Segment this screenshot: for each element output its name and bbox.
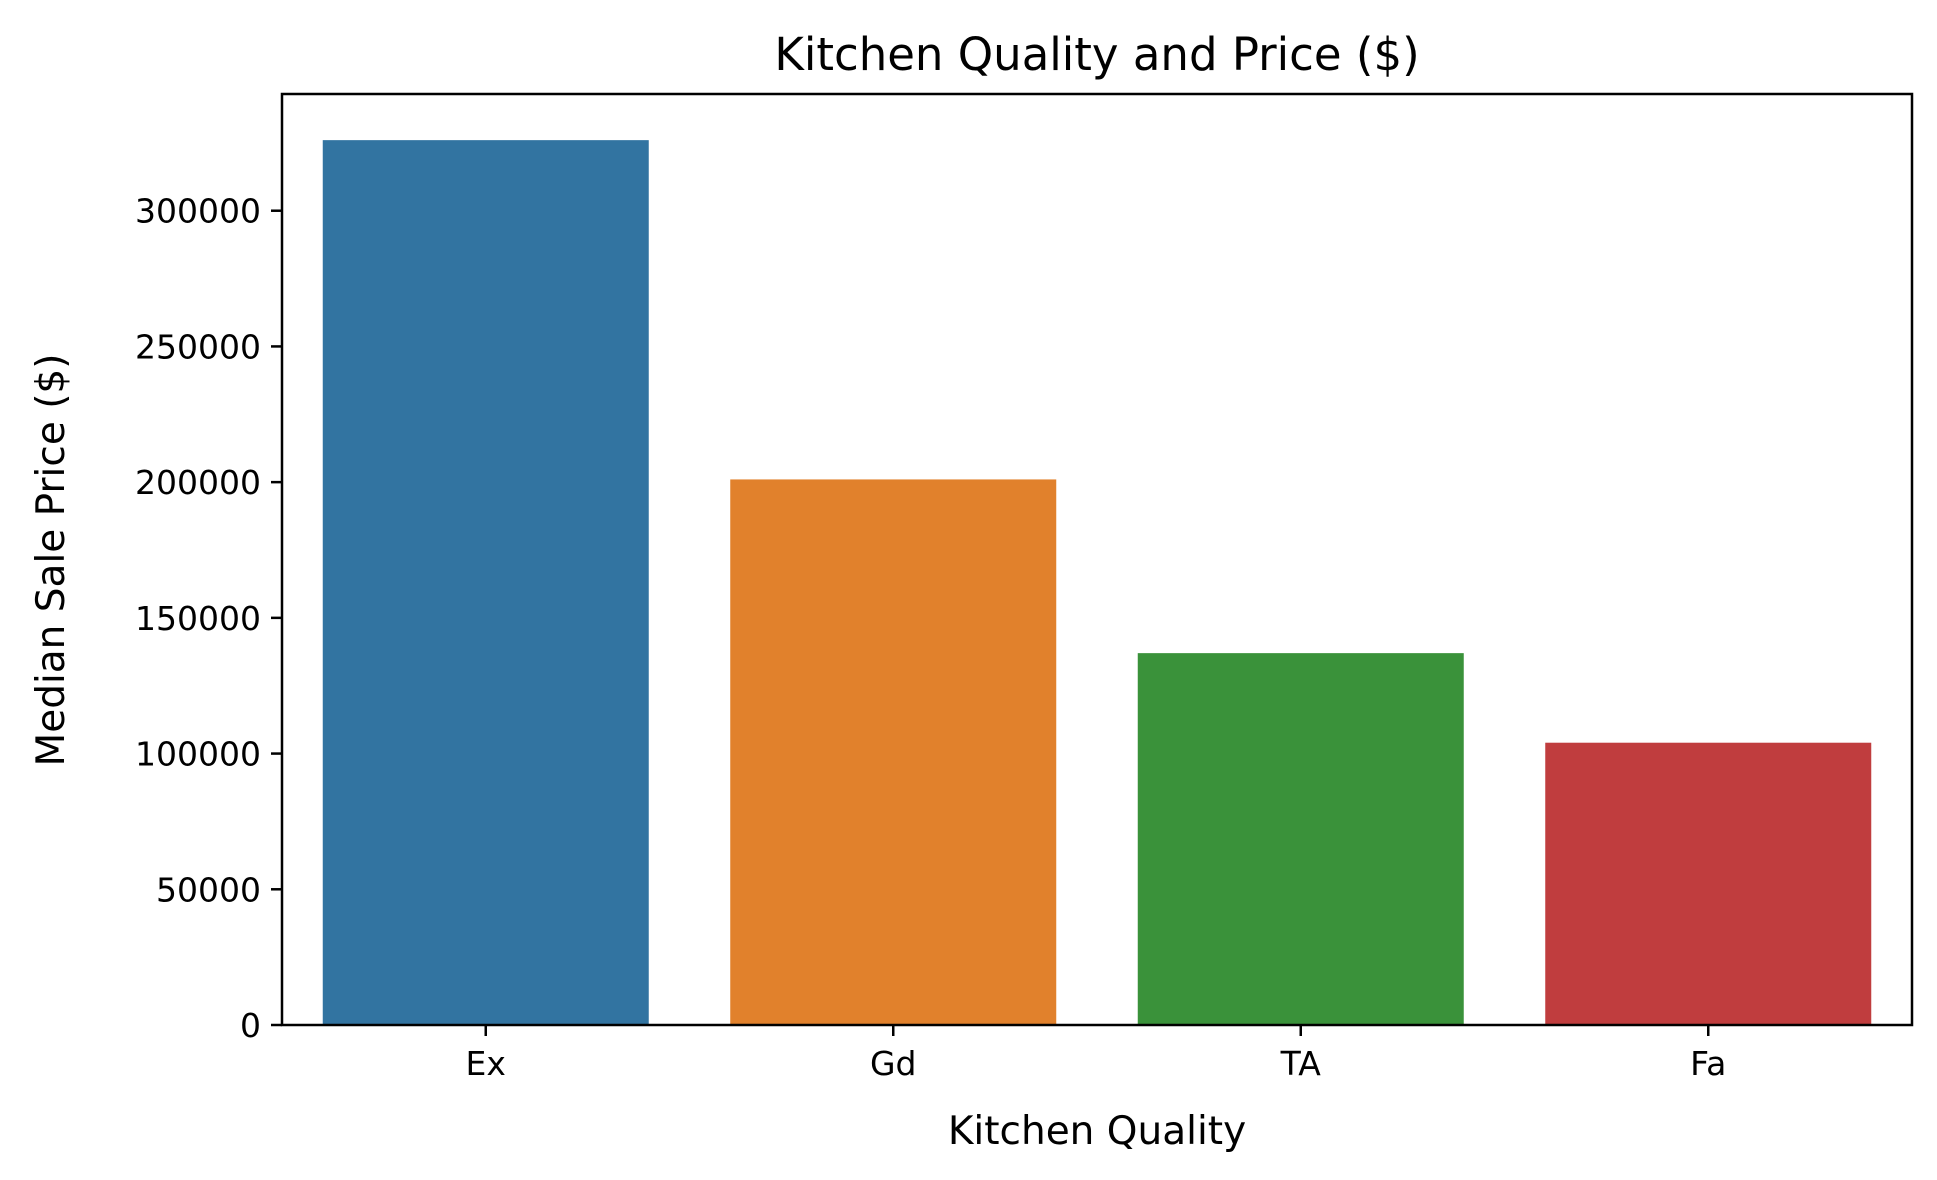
chart-title: Kitchen Quality and Price ($): [774, 28, 1419, 81]
bar-fa: [1545, 742, 1872, 1025]
x-axis-label: Kitchen Quality: [948, 1109, 1246, 1154]
bar-ta: [1137, 653, 1464, 1025]
y-tick-label: 150000: [135, 599, 261, 638]
x-tick-label: Gd: [870, 1044, 917, 1083]
bars-group: [322, 140, 1872, 1025]
y-tick-label: 100000: [135, 735, 261, 774]
x-axis: Ex Gd TA Fa: [466, 1025, 1726, 1083]
x-tick-label: Ex: [466, 1044, 506, 1083]
y-axis-label: Median Sale Price ($): [29, 354, 74, 767]
x-tick-label: TA: [1280, 1044, 1322, 1083]
bar-ex: [322, 140, 649, 1025]
y-axis: 0 50000 100000 150000 200000 250000 300000: [135, 192, 282, 1045]
plot-frame: [280, 92, 1914, 1027]
y-tick-label: 50000: [156, 870, 261, 909]
y-tick-label: 200000: [135, 463, 261, 502]
y-tick-label: 0: [240, 1006, 261, 1045]
x-tick-label: Fa: [1690, 1044, 1726, 1083]
y-tick-label: 250000: [135, 327, 261, 366]
y-tick-label: 300000: [135, 192, 261, 231]
bar-gd: [730, 479, 1057, 1025]
